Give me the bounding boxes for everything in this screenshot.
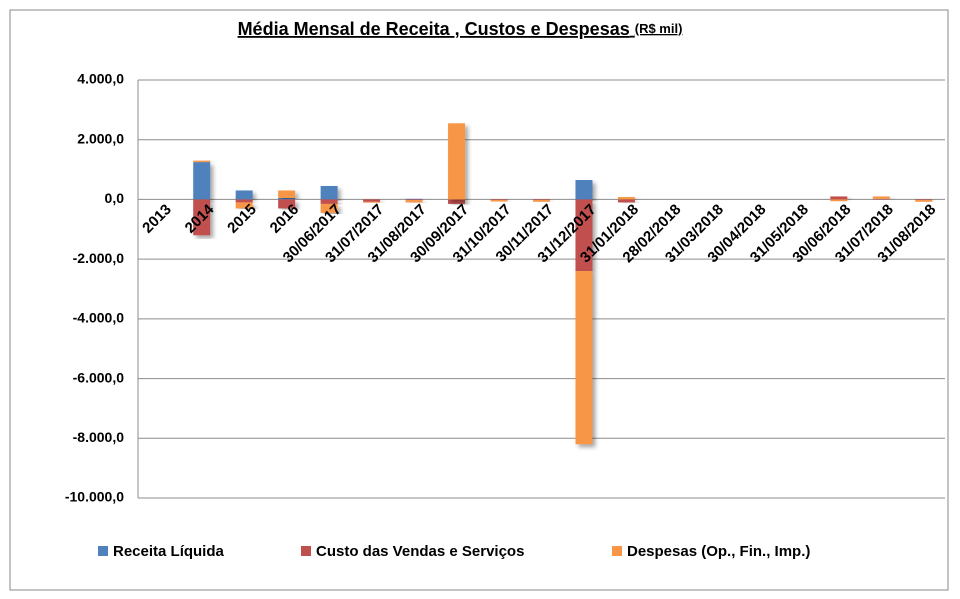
bar-segment [278, 199, 296, 209]
bar-segment [533, 200, 550, 202]
bar-segment [872, 198, 890, 200]
bar-segment [490, 200, 508, 202]
y-tick-label: -10.000,0 [65, 489, 124, 505]
bar-segment [830, 199, 848, 202]
bar-segment [405, 200, 423, 203]
bar-segment [320, 199, 338, 204]
bar-segment [830, 196, 848, 200]
bar-segment [915, 200, 933, 202]
legend-label: Despesas (Op., Fin., Imp.) [627, 543, 810, 560]
bar-segment [490, 199, 508, 201]
chart-frame [9, 9, 949, 591]
y-tick-label: 0,0 [105, 190, 125, 206]
y-tick-label: -6.000,0 [73, 369, 125, 385]
chart-title: Média Mensal de Receita , Custos e Despe… [238, 19, 683, 39]
bar-segment [193, 199, 211, 236]
legend-swatch [301, 546, 311, 556]
bar-segment [193, 160, 211, 163]
bar-segment [617, 199, 635, 203]
bar-segment [575, 199, 593, 272]
bar-segment [405, 199, 423, 201]
bar-segment [320, 203, 338, 213]
bar-segment [363, 199, 381, 202]
bar-segment [405, 198, 423, 200]
bar-segment [575, 271, 593, 445]
bar-segment [235, 202, 253, 209]
legend-swatch [98, 546, 108, 556]
bar-segment [278, 197, 296, 200]
bar-segment [235, 199, 253, 203]
legend-label: Custo das Vendas e Serviços [316, 543, 524, 560]
y-tick-label: 4.000,0 [77, 71, 124, 87]
bar-segment [533, 199, 550, 201]
y-tick-label: 2.000,0 [77, 130, 124, 146]
title-main: Média Mensal de Receita , Custos e Despe… [238, 19, 630, 39]
bar-segment [235, 190, 253, 200]
bar-segment [915, 199, 933, 201]
y-tick-label: -8.000,0 [73, 429, 125, 445]
legend-label: Receita Líquida [113, 543, 225, 560]
bar-segment [448, 123, 466, 200]
y-tick-label: -4.000,0 [73, 310, 125, 326]
bar-segment [278, 190, 296, 198]
bar-segment [320, 185, 338, 200]
legend-swatch [612, 546, 622, 556]
bar-segment [575, 180, 593, 200]
bar-segment [617, 197, 635, 200]
bar-segment [448, 199, 466, 204]
bar-segment [193, 162, 211, 200]
bar-segment [872, 196, 890, 199]
y-tick-label: -2.000,0 [73, 250, 125, 266]
bar-segment [363, 201, 381, 203]
title-unit: (R$ mil) [635, 21, 683, 36]
